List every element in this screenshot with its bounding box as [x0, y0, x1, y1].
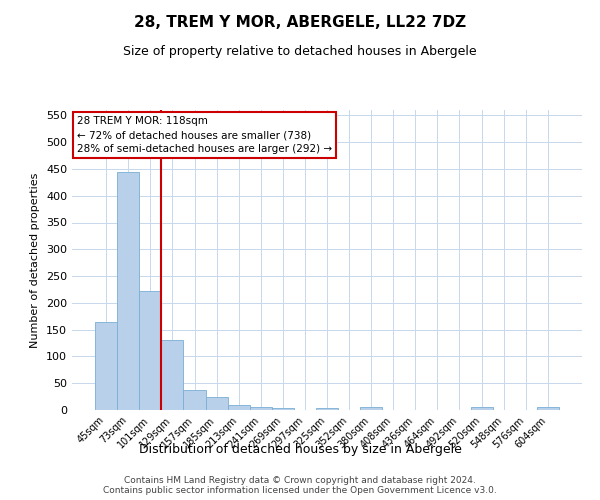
Bar	[250, 408, 272, 410]
Text: 28 TREM Y MOR: 118sqm
← 72% of detached houses are smaller (738)
28% of semi-det: 28 TREM Y MOR: 118sqm ← 72% of detached …	[77, 116, 332, 154]
Bar	[272, 408, 294, 410]
Text: Distribution of detached houses by size in Abergele: Distribution of detached houses by size …	[139, 442, 461, 456]
Text: Size of property relative to detached houses in Abergele: Size of property relative to detached ho…	[123, 45, 477, 58]
Text: 28, TREM Y MOR, ABERGELE, LL22 7DZ: 28, TREM Y MOR, ABERGELE, LL22 7DZ	[134, 15, 466, 30]
Bar	[161, 340, 184, 410]
Y-axis label: Number of detached properties: Number of detached properties	[31, 172, 40, 348]
Bar	[184, 390, 206, 410]
Text: Contains HM Land Registry data © Crown copyright and database right 2024.
Contai: Contains HM Land Registry data © Crown c…	[103, 476, 497, 495]
Bar	[139, 291, 161, 410]
Bar	[117, 172, 139, 410]
Bar	[227, 404, 250, 410]
Bar	[206, 396, 227, 410]
Bar	[537, 408, 559, 410]
Bar	[470, 408, 493, 410]
Bar	[316, 408, 338, 410]
Bar	[360, 408, 382, 410]
Bar	[95, 322, 117, 410]
